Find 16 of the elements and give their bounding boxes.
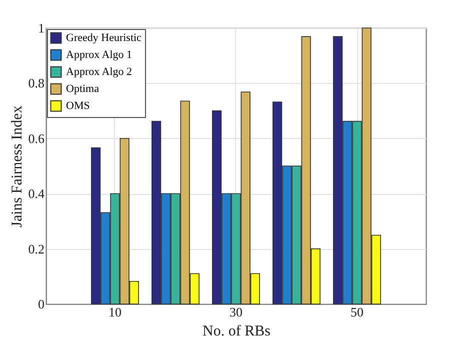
x-axis-title: No. of RBs	[202, 324, 271, 340]
y-axis-title: Jains Fairness Index	[9, 105, 26, 228]
x-tick-label: 10	[108, 304, 122, 320]
legend-label: Greedy Heuristic	[66, 32, 142, 44]
y-tick-label: 0	[38, 296, 44, 312]
x-tick-label: 30	[230, 304, 242, 320]
y-tick-label: 0.2	[28, 241, 44, 256]
legend-label: OMS	[66, 100, 90, 112]
y-tick-label: 0.8	[28, 76, 44, 91]
legend-label: Approx Algo 2	[66, 66, 132, 78]
x-tick-label: 50	[350, 304, 364, 320]
legend-label: Approx Algo 1	[66, 49, 132, 61]
y-tick-label: 0.6	[28, 130, 45, 146]
y-tick-label: 1	[38, 20, 44, 36]
legend-label: Optima	[66, 83, 100, 95]
y-tick-label: 0.4	[28, 186, 45, 202]
